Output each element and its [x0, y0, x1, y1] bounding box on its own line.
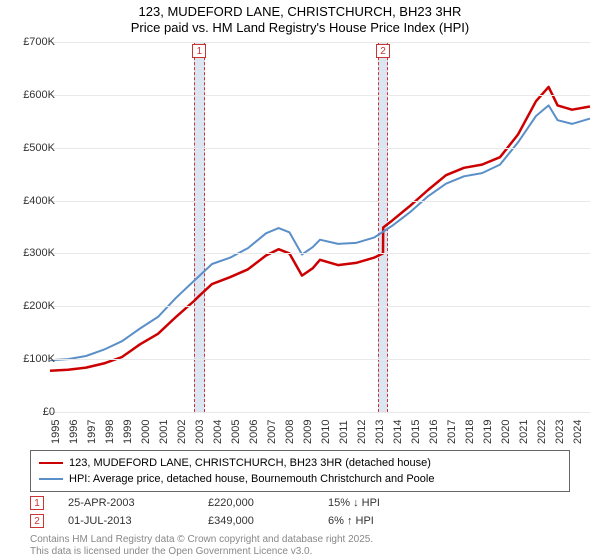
y-axis-label: £400K: [0, 195, 55, 207]
series-line-hpi: [50, 105, 590, 360]
x-axis-label: 2020: [500, 420, 512, 444]
legend-label-1: 123, MUDEFORD LANE, CHRISTCHURCH, BH23 3…: [69, 455, 431, 471]
sales-row-2: 2 01-JUL-2013 £349,000 6% ↑ HPI: [30, 512, 448, 530]
sale-band-marker: 2: [376, 44, 390, 58]
gridline: [50, 42, 590, 43]
x-axis-label: 2008: [284, 420, 296, 444]
x-axis-label: 1996: [68, 420, 80, 444]
x-axis-label: 2015: [410, 420, 422, 444]
gridline: [50, 253, 590, 254]
chart-container: 123, MUDEFORD LANE, CHRISTCHURCH, BH23 3…: [0, 0, 600, 560]
x-axis-label: 1998: [104, 420, 116, 444]
x-axis-label: 2021: [518, 420, 530, 444]
gridline: [50, 412, 590, 413]
legend-row-2: HPI: Average price, detached house, Bour…: [39, 471, 561, 487]
sale-date-2: 01-JUL-2013: [68, 515, 208, 527]
footer-line-2: This data is licensed under the Open Gov…: [30, 546, 312, 557]
y-axis-label: £100K: [0, 353, 55, 365]
x-axis-label: 2007: [266, 420, 278, 444]
x-axis-label: 1997: [86, 420, 98, 444]
x-axis-label: 2006: [248, 420, 260, 444]
x-axis-label: 2013: [374, 420, 386, 444]
sale-diff-2: 6% ↑ HPI: [328, 515, 448, 527]
chart-area: 1995199619971998199920002001200220032004…: [50, 42, 590, 412]
y-axis-label: £500K: [0, 142, 55, 154]
plot-svg: [50, 42, 590, 412]
y-axis-label: £300K: [0, 247, 55, 259]
legend-swatch-1: [39, 462, 63, 464]
sale-price-2: £349,000: [208, 515, 328, 527]
x-axis-label: 2009: [302, 420, 314, 444]
x-axis-label: 2011: [338, 420, 350, 444]
sale-diff-1: 15% ↓ HPI: [328, 497, 448, 509]
sale-price-1: £220,000: [208, 497, 328, 509]
title-block: 123, MUDEFORD LANE, CHRISTCHURCH, BH23 3…: [0, 0, 600, 35]
legend-swatch-2: [39, 478, 63, 480]
x-axis-label: 2005: [230, 420, 242, 444]
sale-band-marker: 1: [192, 44, 206, 58]
title-address: 123, MUDEFORD LANE, CHRISTCHURCH, BH23 3…: [0, 4, 600, 19]
x-axis-label: 1995: [50, 420, 62, 444]
x-axis-label: 2002: [176, 420, 188, 444]
y-axis-label: £200K: [0, 300, 55, 312]
x-axis-label: 2016: [428, 420, 440, 444]
sale-marker-2: 2: [30, 514, 44, 528]
x-axis-label: 1999: [122, 420, 134, 444]
x-axis-label: 2014: [392, 420, 404, 444]
sales-row-1: 1 25-APR-2003 £220,000 15% ↓ HPI: [30, 494, 448, 512]
x-axis-label: 2004: [212, 420, 224, 444]
footer-line-1: Contains HM Land Registry data © Crown c…: [30, 534, 373, 545]
y-axis-label: £0: [0, 406, 55, 418]
x-axis-label: 2024: [572, 420, 584, 444]
gridline: [50, 201, 590, 202]
x-axis-label: 2018: [464, 420, 476, 444]
title-subtitle: Price paid vs. HM Land Registry's House …: [0, 20, 600, 35]
x-axis-label: 2019: [482, 420, 494, 444]
x-axis-label: 2003: [194, 420, 206, 444]
legend-label-2: HPI: Average price, detached house, Bour…: [69, 471, 434, 487]
gridline: [50, 95, 590, 96]
sale-date-1: 25-APR-2003: [68, 497, 208, 509]
gridline: [50, 306, 590, 307]
y-axis-label: £700K: [0, 36, 55, 48]
legend-row-1: 123, MUDEFORD LANE, CHRISTCHURCH, BH23 3…: [39, 455, 561, 471]
y-axis-label: £600K: [0, 89, 55, 101]
x-axis-label: 2022: [536, 420, 548, 444]
x-axis-label: 2010: [320, 420, 332, 444]
legend: 123, MUDEFORD LANE, CHRISTCHURCH, BH23 3…: [30, 450, 570, 492]
x-axis-label: 2001: [158, 420, 170, 444]
sale-marker-1: 1: [30, 496, 44, 510]
sales-table: 1 25-APR-2003 £220,000 15% ↓ HPI 2 01-JU…: [30, 494, 448, 530]
x-axis-label: 2017: [446, 420, 458, 444]
series-line-price_paid: [50, 87, 590, 371]
x-axis-label: 2012: [356, 420, 368, 444]
x-axis-label: 2000: [140, 420, 152, 444]
gridline: [50, 148, 590, 149]
x-axis-label: 2023: [554, 420, 566, 444]
gridline: [50, 359, 590, 360]
